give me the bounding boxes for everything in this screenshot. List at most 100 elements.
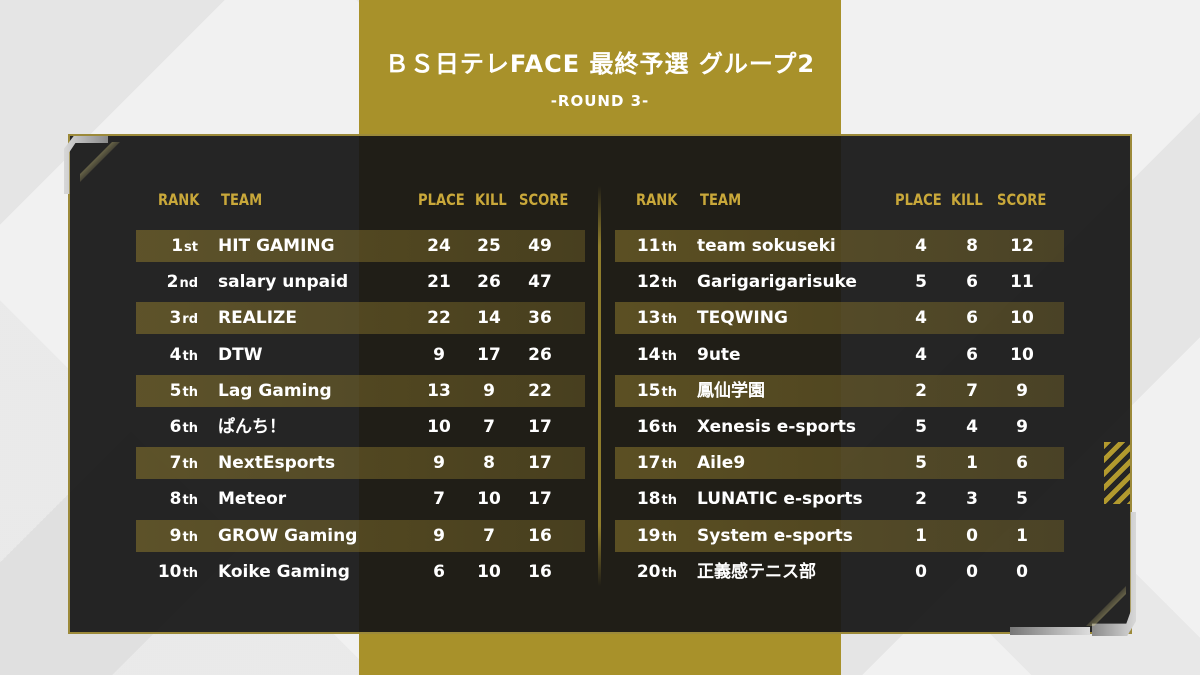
team-name: REALIZE [218,308,297,329]
rank-cell: 16th [615,411,677,445]
score-value: 1 [1016,525,1028,546]
left-header-team: TEAM [221,190,263,209]
rank-cell: 9th [136,520,198,554]
score-value: 16 [528,561,552,582]
place-value: 24 [427,236,451,256]
table-row: 19th System e-sports 1 0 1 [615,519,1064,552]
rank-suffix: nd [179,276,198,292]
kill-value: 6 [966,308,978,329]
rank-suffix: th [661,565,677,581]
place-value: 2 [915,489,927,510]
hatch-stripes-decoration [1104,442,1130,504]
rank-suffix: rd [182,312,198,328]
rank-number: 5 [169,380,182,401]
kill-value: 26 [477,272,501,293]
table-row: 15th 鳳仙学園 2 7 9 [615,374,1064,409]
rank-cell: 11th [615,230,677,264]
rank-number: 19 [636,525,661,546]
rank-number: 9 [169,525,182,546]
right-header-place: PLACE [895,190,942,209]
rank-number: 10 [157,561,182,582]
kill-value: 10 [477,489,501,510]
rank-suffix: th [661,240,677,255]
rank-number: 16 [636,417,661,437]
place-value: 22 [427,308,451,329]
score-value: 0 [1016,561,1028,582]
rank-number: 6 [169,417,182,437]
rank-number: 1 [171,236,184,256]
rank-number: 3 [169,308,182,329]
place-value: 1 [915,525,927,546]
kill-value: 10 [477,561,501,582]
score-value: 10 [1010,308,1034,329]
kill-value: 6 [966,344,978,365]
team-name: ぱんち！ [218,417,286,437]
rank-suffix: th [182,457,198,473]
rank-suffix: th [182,565,198,581]
rank-number: 8 [169,489,182,510]
right-header-team: TEAM [700,190,742,209]
team-name: Garigarigarisuke [697,272,857,293]
team-name: GROW Gaming [218,525,358,546]
rank-suffix: th [661,276,677,292]
left-header-kill: KILL [475,190,507,209]
team-name: DTW [218,344,263,365]
place-value: 9 [433,453,445,474]
table-divider [598,186,601,586]
place-value: 4 [915,308,927,329]
team-name: 9ute [697,344,741,365]
rank-suffix: th [661,421,677,436]
kill-value: 6 [966,272,978,293]
team-name: 鳳仙学園 [697,380,765,401]
team-name: NextEsports [218,453,336,474]
rank-number: 18 [636,489,661,510]
rank-number: 15 [636,380,661,401]
rank-number: 2 [166,272,179,293]
rank-cell: 7th [136,447,198,481]
score-value: 26 [528,344,552,365]
score-value: 17 [528,417,552,437]
place-value: 10 [427,417,451,437]
kill-value: 3 [966,489,978,510]
place-value: 6 [433,561,445,582]
rank-suffix: th [182,348,198,364]
rank-cell: 2nd [136,266,198,300]
rank-suffix: th [661,457,677,473]
rank-cell: 3rd [136,302,198,336]
team-name: salary unpaid [218,272,349,293]
rank-number: 4 [169,344,182,365]
table-row: 8th Meteor 7 10 17 [136,483,585,515]
kill-value: 9 [483,380,495,401]
table-row: 17th Aile9 5 1 6 [615,447,1064,480]
kill-value: 17 [477,344,501,365]
rank-suffix: th [182,384,198,400]
kill-value: 0 [966,561,978,582]
rank-number: 13 [636,308,661,329]
page-title: ＢＳ日テレFACE 最終予選 グループ2 [384,50,816,78]
table-row: 6th ぱんち！ 10 7 17 [136,411,585,443]
rank-cell: 6th [136,411,198,445]
rank-cell: 8th [136,483,198,517]
score-value: 11 [1010,272,1034,293]
place-value: 2 [915,380,927,401]
right-header-rank: RANK [636,190,678,209]
rank-suffix: st [184,240,198,255]
kill-value: 7 [483,525,495,546]
score-value: 12 [1010,236,1034,256]
left-header-score: SCORE [519,190,569,209]
place-value: 5 [915,272,927,293]
rank-number: 7 [169,453,182,474]
right-header-kill: KILL [951,190,983,209]
place-value: 0 [915,561,927,582]
score-value: 22 [528,380,552,401]
rank-cell: 5th [136,375,198,409]
right-header-score: SCORE [997,190,1047,209]
score-value: 36 [528,308,552,329]
rank-number: 17 [636,453,661,474]
score-value: 16 [528,525,552,546]
rank-cell: 15th [615,375,677,409]
table-row: 16th Xenesis e-sports 5 4 9 [615,411,1064,443]
team-name: team sokuseki [697,236,836,256]
table-row: 11th team sokuseki 4 8 12 [615,230,1064,262]
table-row: 12th Garigarigarisuke 5 6 11 [615,266,1064,298]
